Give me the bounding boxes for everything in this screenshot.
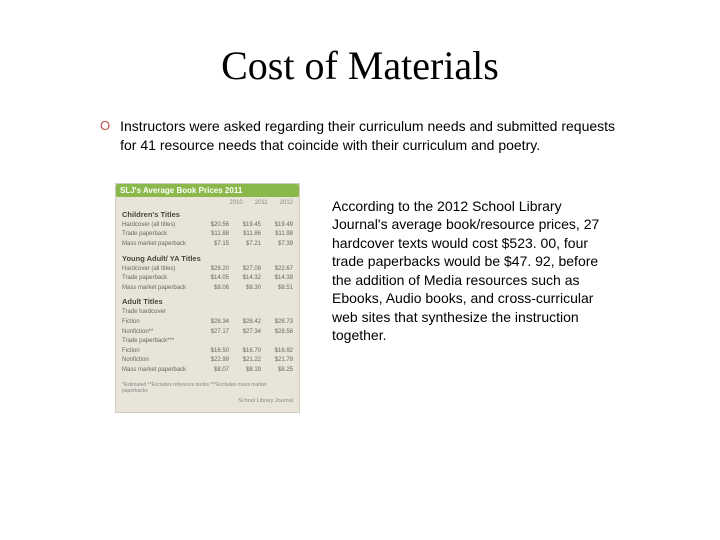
table-section-title: Young Adult/ YA Titles: [122, 254, 293, 263]
row-values: $14.05 $14.32 $14.39: [207, 274, 293, 284]
row-values: [207, 308, 293, 318]
content-row: SLJ's Average Book Prices 2011 2010 2011…: [115, 183, 610, 413]
cell: $14.32: [239, 274, 261, 284]
bullet-text: Instructors were asked regarding their c…: [120, 117, 630, 155]
cell: $27.34: [239, 328, 261, 338]
table-section-title: Children's Titles: [122, 210, 293, 219]
row-label: Fiction: [122, 347, 207, 357]
cell: $19.45: [239, 221, 261, 231]
table-row: Trade paperback$11.88 $11.86 $11.98: [122, 230, 293, 240]
row-values: $28.20 $27.09 $22.67: [207, 265, 293, 275]
cell: [207, 308, 229, 318]
row-label: Hardcover (all titles): [122, 265, 207, 275]
row-values: $8.06 $8.30 $8.51: [207, 284, 293, 294]
cell: $28.20: [207, 265, 229, 275]
table-row: Hardcover (all titles)$20.56 $19.45 $19.49: [122, 221, 293, 231]
row-label: Mass market paperback: [122, 284, 207, 294]
row-values: $16.50 $16.70 $16.92: [207, 347, 293, 357]
table-row: Hardcover (all titles)$28.20 $27.09 $22.67: [122, 265, 293, 275]
table-row: Mass market paperback$8.06 $8.30 $8.51: [122, 284, 293, 294]
cell: $28.73: [271, 318, 293, 328]
cell: $8.19: [239, 366, 261, 376]
cell: $8.25: [271, 366, 293, 376]
price-table-image: SLJ's Average Book Prices 2011 2010 2011…: [115, 183, 300, 413]
cell: $19.49: [271, 221, 293, 231]
cell: $11.88: [207, 230, 229, 240]
row-label: Trade paperback: [122, 274, 207, 284]
cell: $22.99: [207, 356, 229, 366]
page-title: Cost of Materials: [60, 42, 660, 89]
cell: $28.34: [207, 318, 229, 328]
row-label: Nonfiction**: [122, 328, 207, 338]
row-label: Trade hardcover: [122, 308, 207, 318]
row-values: $11.88 $11.86 $11.98: [207, 230, 293, 240]
table-row: Mass market paperback$8.07 $8.19 $8.25: [122, 366, 293, 376]
table-row: Trade hardcover: [122, 308, 293, 318]
row-label: Nonfiction: [122, 356, 207, 366]
table-section-title: Adult Titles: [122, 297, 293, 306]
cell: $8.06: [207, 284, 229, 294]
cell: $27.17: [207, 328, 229, 338]
year-col: 2012: [280, 200, 293, 206]
cell: $14.05: [207, 274, 229, 284]
slide: Cost of Materials O Instructors were ask…: [0, 0, 720, 540]
table-year-row: 2010 2011 2012: [122, 200, 293, 206]
row-values: [207, 337, 293, 347]
table-row: Nonfiction$22.99 $21.22 $21.79: [122, 356, 293, 366]
bullet-item: O Instructors were asked regarding their…: [100, 117, 630, 155]
cell: $16.92: [271, 347, 293, 357]
cell: $21.79: [271, 356, 293, 366]
row-label: Trade paperback***: [122, 337, 207, 347]
cell: $27.09: [239, 265, 261, 275]
table-footnote: *Estimated **Excludes reference books **…: [122, 382, 293, 394]
table-row: Fiction$28.34 $28.42 $28.73: [122, 318, 293, 328]
price-table: SLJ's Average Book Prices 2011 2010 2011…: [115, 183, 300, 413]
row-label: Mass market paperback: [122, 240, 207, 250]
cell: $28.42: [239, 318, 261, 328]
cell: [207, 337, 229, 347]
cell: [271, 308, 293, 318]
table-row: Mass market paperback$7.15 $7.21 $7.39: [122, 240, 293, 250]
cell: $8.51: [271, 284, 293, 294]
cell: $16.70: [239, 347, 261, 357]
cell: [239, 337, 261, 347]
row-label: Fiction: [122, 318, 207, 328]
row-values: $22.99 $21.22 $21.79: [207, 356, 293, 366]
cell: $28.58: [271, 328, 293, 338]
row-label: Hardcover (all titles): [122, 221, 207, 231]
cell: $14.39: [271, 274, 293, 284]
table-row: Fiction$16.50 $16.70 $16.92: [122, 347, 293, 357]
table-source: School Library Journal: [122, 398, 293, 404]
row-values: $20.56 $19.45 $19.49: [207, 221, 293, 231]
cell: $21.22: [239, 356, 261, 366]
cell: $8.30: [239, 284, 261, 294]
table-header: SLJ's Average Book Prices 2011: [116, 184, 299, 197]
cell: $8.07: [207, 366, 229, 376]
row-values: $7.15 $7.21 $7.39: [207, 240, 293, 250]
cell: $20.56: [207, 221, 229, 231]
table-row: Trade paperback***: [122, 337, 293, 347]
cell: [239, 308, 261, 318]
table-row: Nonfiction**$27.17 $27.34 $28.58: [122, 328, 293, 338]
cell: $22.67: [271, 265, 293, 275]
row-label: Mass market paperback: [122, 366, 207, 376]
row-values: $28.34 $28.42 $28.73: [207, 318, 293, 328]
row-label: Trade paperback: [122, 230, 207, 240]
cell: $11.98: [271, 230, 293, 240]
cell: [271, 337, 293, 347]
table-row: Trade paperback$14.05 $14.32 $14.39: [122, 274, 293, 284]
cell: $7.15: [207, 240, 229, 250]
cell: $16.50: [207, 347, 229, 357]
bullet-marker: O: [100, 117, 110, 135]
row-values: $8.07 $8.19 $8.25: [207, 366, 293, 376]
row-values: $27.17 $27.34 $28.58: [207, 328, 293, 338]
cell: $7.21: [239, 240, 261, 250]
year-col: 2010: [229, 200, 242, 206]
body-paragraph: According to the 2012 School Library Jou…: [332, 183, 610, 345]
year-col: 2011: [255, 200, 268, 206]
cell: $11.86: [239, 230, 261, 240]
cell: $7.39: [271, 240, 293, 250]
